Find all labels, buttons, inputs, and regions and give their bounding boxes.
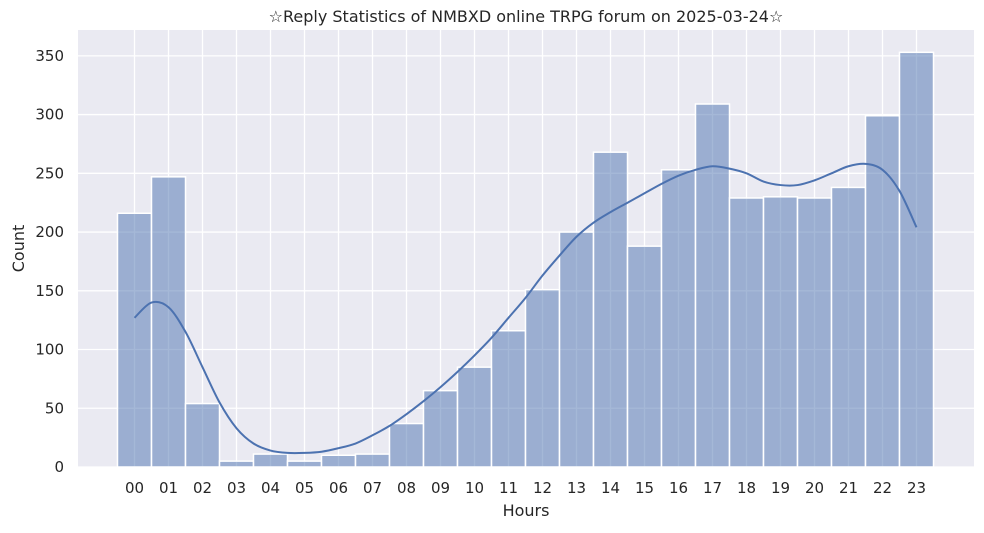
x-tick-label: 01 <box>159 479 178 497</box>
histogram-bar-16 <box>660 169 697 468</box>
x-tick-label: 10 <box>465 479 484 497</box>
histogram-bar-09 <box>422 389 459 468</box>
chart-title: ☆Reply Statistics of NMBXD online TRPG f… <box>269 7 784 26</box>
y-tick-label: 50 <box>45 399 64 417</box>
x-tick-label: 07 <box>363 479 382 497</box>
x-tick-label: 20 <box>805 479 824 497</box>
x-tick-label: 19 <box>771 479 790 497</box>
x-tick-label: 00 <box>125 479 144 497</box>
x-tick-label: 02 <box>193 479 212 497</box>
histogram-bar-19 <box>762 196 799 468</box>
x-tick-label: 09 <box>431 479 450 497</box>
histogram-bars <box>116 51 935 468</box>
histogram-bar-10 <box>456 366 493 468</box>
histogram-bar-08 <box>388 422 425 468</box>
histogram-bar-17 <box>694 103 731 468</box>
x-tick-label: 23 <box>907 479 926 497</box>
y-tick-labels: 0 50 100 150 200 250 300 350 <box>35 47 64 476</box>
histogram-bar-00 <box>116 212 153 468</box>
histogram-bar-13 <box>558 231 595 468</box>
y-tick-label: 100 <box>35 341 64 359</box>
histogram-bar-06 <box>320 454 357 468</box>
x-tick-label: 08 <box>397 479 416 497</box>
histogram-bar-23 <box>898 51 935 468</box>
y-tick-label: 300 <box>35 106 64 124</box>
x-tick-label: 18 <box>737 479 756 497</box>
x-tick-label: 17 <box>703 479 722 497</box>
x-tick-label: 15 <box>635 479 654 497</box>
histogram-bar-05 <box>286 460 323 468</box>
y-tick-label: 150 <box>35 282 64 300</box>
x-tick-label: 04 <box>261 479 280 497</box>
histogram-bar-03 <box>218 460 255 468</box>
histogram-bar-04 <box>252 453 289 468</box>
x-tick-label: 21 <box>839 479 858 497</box>
x-tick-label: 11 <box>499 479 518 497</box>
histogram-bar-21 <box>830 186 867 468</box>
x-tick-label: 14 <box>601 479 620 497</box>
x-tick-label: 22 <box>873 479 892 497</box>
x-tick-label: 05 <box>295 479 314 497</box>
histogram-bar-07 <box>354 453 391 468</box>
y-tick-label: 200 <box>35 223 64 241</box>
histogram-bar-18 <box>728 197 765 468</box>
y-tick-label: 0 <box>54 458 64 476</box>
histogram-bar-12 <box>524 288 561 468</box>
y-tick-label: 250 <box>35 164 64 182</box>
y-tick-label: 350 <box>35 47 64 65</box>
x-axis-label: Hours <box>503 501 550 520</box>
y-axis-label: Count <box>9 225 28 273</box>
x-tick-label: 06 <box>329 479 348 497</box>
x-tick-label: 03 <box>227 479 246 497</box>
x-tick-label: 12 <box>533 479 552 497</box>
x-tick-label: 16 <box>669 479 688 497</box>
histogram-bar-11 <box>490 329 527 468</box>
histogram-bar-22 <box>864 115 901 468</box>
kde-curve <box>133 162 918 455</box>
histogram-bar-15 <box>626 245 663 468</box>
x-tick-label: 13 <box>567 479 586 497</box>
histogram-bar-02 <box>184 402 221 468</box>
x-tick-labels: 00 01 02 03 04 05 06 07 08 09 10 11 12 13 14 15 16 17 18 19… <box>125 479 926 497</box>
histogram-bar-14 <box>592 151 629 468</box>
histogram-bar-20 <box>796 197 833 468</box>
